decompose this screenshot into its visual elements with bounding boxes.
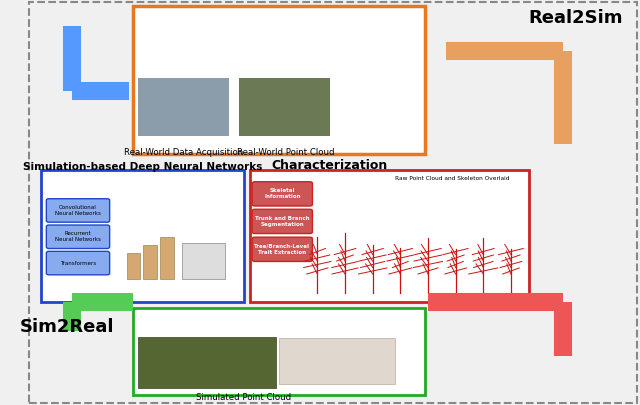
Bar <box>250 170 529 302</box>
Bar <box>138 337 276 388</box>
Text: Convolutional
Neural Networks: Convolutional Neural Networks <box>55 205 101 216</box>
Text: Simulation-based Deep Neural Networks: Simulation-based Deep Neural Networks <box>22 162 262 172</box>
FancyBboxPatch shape <box>46 199 109 222</box>
Text: Recurrent
Neural Networks: Recurrent Neural Networks <box>55 231 101 242</box>
Bar <box>239 78 330 136</box>
Bar <box>138 78 229 136</box>
Text: Real-World Point Cloud: Real-World Point Cloud <box>237 148 335 157</box>
FancyBboxPatch shape <box>252 182 312 206</box>
Bar <box>143 245 157 279</box>
Text: Tree/Branch-Level
Trait Extraction: Tree/Branch-Level Trait Extraction <box>254 244 310 255</box>
Bar <box>41 170 244 302</box>
Bar <box>278 338 396 384</box>
Bar <box>133 6 425 154</box>
Text: Transformers: Transformers <box>60 260 96 266</box>
Bar <box>127 253 140 279</box>
Text: Trunk and Branch
Segmentation: Trunk and Branch Segmentation <box>255 216 310 227</box>
Text: Real-World Data Acquisition: Real-World Data Acquisition <box>124 148 244 157</box>
FancyBboxPatch shape <box>46 252 109 275</box>
FancyBboxPatch shape <box>252 237 312 262</box>
Text: Characterization: Characterization <box>271 159 388 172</box>
Text: Skeletal
Information: Skeletal Information <box>264 188 301 199</box>
FancyBboxPatch shape <box>252 209 312 234</box>
Bar <box>133 307 425 394</box>
Text: Simulated Point Cloud: Simulated Point Cloud <box>196 393 291 403</box>
Text: Raw Point Cloud and Skeleton Overlaid: Raw Point Cloud and Skeleton Overlaid <box>396 177 510 181</box>
Bar <box>182 243 225 279</box>
Text: Real2Sim: Real2Sim <box>528 9 623 27</box>
FancyBboxPatch shape <box>46 225 109 249</box>
Text: Sim2Real: Sim2Real <box>20 318 115 336</box>
Bar <box>160 237 173 279</box>
